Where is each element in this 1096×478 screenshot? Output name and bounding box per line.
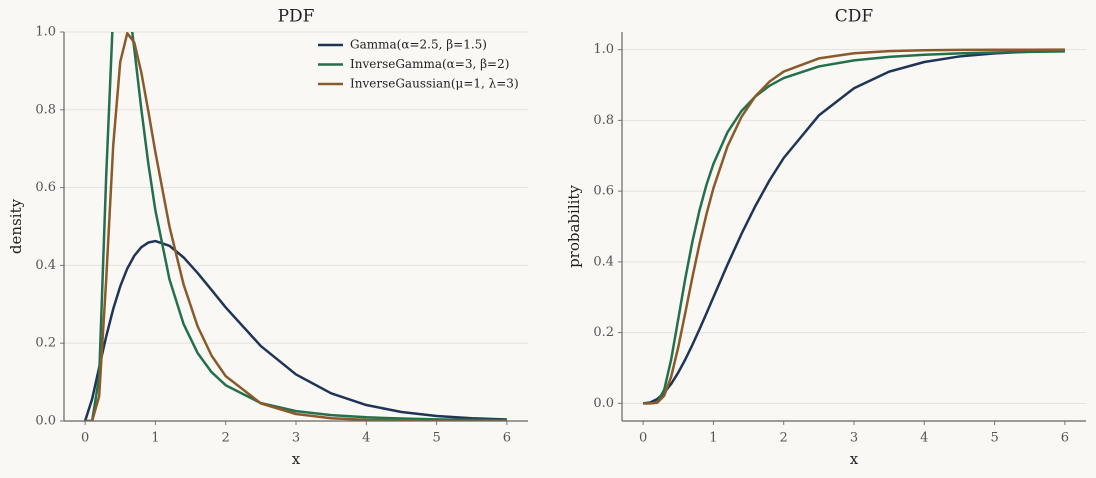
panel: 0.0 0.2 0.4 0.6 0.8 1.0 0 1 2 3 4 5 6 CDF x probability (565, 7, 1086, 468)
y-tick-label: 0.6 (593, 184, 614, 199)
y-axis-label: probability (565, 185, 583, 268)
series-line (85, 32, 507, 421)
chart-title: PDF (278, 7, 315, 27)
x-tick-label: 4 (920, 431, 928, 446)
series-line (643, 50, 1065, 405)
legend-label: InverseGaussian(μ=1, λ=3) (350, 77, 519, 91)
y-tick-label: 0.4 (35, 258, 56, 273)
x-tick-label: 3 (292, 431, 300, 446)
x-tick-label: 1 (151, 431, 159, 446)
x-tick-label: 4 (362, 431, 370, 446)
x-tick-label: 0 (81, 431, 89, 446)
y-tick-label: 0.2 (35, 336, 56, 351)
x-tick-label: 2 (222, 431, 230, 446)
x-tick-label: 1 (709, 431, 717, 446)
y-tick-label: 0.0 (593, 396, 614, 411)
series-line (85, 32, 507, 421)
chart-title: CDF (835, 7, 874, 27)
legend-label: Gamma(α=2.5, β=1.5) (350, 38, 487, 52)
y-tick-label: 0.8 (593, 113, 614, 128)
series-line (643, 48, 1065, 405)
legend-label: InverseGamma(α=3, β=2) (350, 57, 509, 71)
x-tick-label: 2 (780, 431, 788, 446)
y-tick-label: 0.6 (35, 180, 56, 195)
x-axis-label: x (292, 450, 301, 468)
x-tick-label: 6 (1061, 431, 1069, 446)
x-axis-label: x (850, 450, 859, 468)
series-line (642, 49, 1065, 405)
y-tick-label: 0.8 (35, 102, 56, 117)
x-tick-label: 5 (432, 431, 440, 446)
y-tick-label: 1.0 (35, 25, 56, 40)
x-tick-label: 6 (503, 431, 511, 446)
series-line (83, 239, 507, 421)
y-tick-label: 0.4 (593, 254, 614, 269)
y-tick-label: 0.2 (593, 325, 614, 340)
x-tick-label: 0 (639, 431, 647, 446)
y-axis-label: density (7, 198, 25, 254)
y-tick-label: 1.0 (593, 42, 614, 57)
x-tick-label: 5 (990, 431, 998, 446)
panel: 0.0 0.2 0.4 0.6 0.8 1.0 0 1 2 3 4 5 6 PDF x density Gamm… (7, 7, 528, 468)
x-tick-label: 3 (850, 431, 858, 446)
y-tick-label: 0.0 (35, 414, 56, 429)
